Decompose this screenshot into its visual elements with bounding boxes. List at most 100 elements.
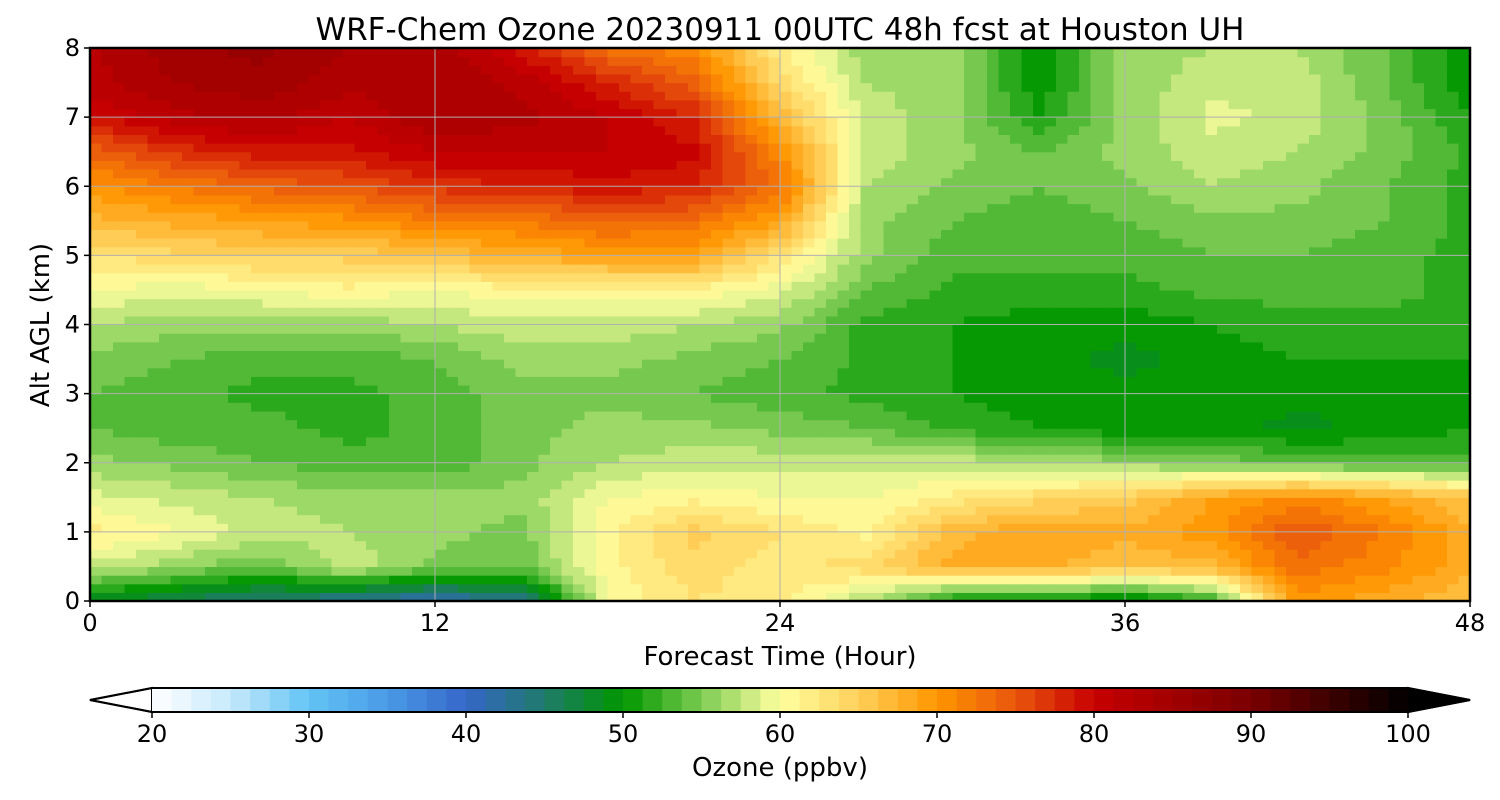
contour-cell [1447,445,1460,455]
contour-cell [573,341,586,352]
contour-cell [354,462,367,472]
contour-cell [1125,575,1138,585]
contour-cell [147,238,160,248]
contour-cell [400,419,413,429]
contour-cell [320,480,333,490]
contour-cell [584,419,597,429]
contour-cell [262,341,275,352]
contour-cell [699,367,712,377]
contour-cell [780,315,793,326]
contour-cell [768,514,781,524]
contour-cell [722,488,735,498]
contour-cell [906,246,919,256]
contour-cell [446,523,459,533]
contour-cell [1136,592,1149,601]
contour-cell [895,419,908,429]
contour-cell [803,238,816,248]
contour-cell [619,384,632,395]
contour-cell [1033,367,1046,377]
contour-cell [734,333,747,343]
contour-cell [1056,359,1069,369]
contour-cell [527,246,540,256]
contour-cell [1090,540,1103,550]
contour-cell [791,497,804,507]
contour-cell [883,462,896,472]
contour-cell [1136,393,1149,403]
contour-cell [113,523,126,533]
contour-cell [515,445,528,455]
contour-cell [734,350,747,360]
contour-cell [619,281,632,291]
contour-cell [1159,471,1172,481]
contour-cell [1355,523,1368,533]
contour-cell [331,281,344,291]
contour-cell [1297,341,1310,352]
contour-cell [389,410,402,421]
contour-cell [101,367,114,377]
contour-cell [297,497,310,507]
contour-cell [182,436,195,447]
contour-cell [446,575,459,585]
contour-cell [1320,419,1333,429]
contour-cell [1343,505,1356,516]
contour-cell [952,488,965,498]
contour-cell [780,531,793,542]
contour-cell [216,246,229,256]
contour-cell [1217,488,1230,498]
contour-cell [711,445,724,455]
contour-cell [1021,575,1034,585]
contour-cell [814,359,827,369]
contour-cell [768,315,781,326]
contour-cell [1263,367,1276,377]
contour-cell [1309,566,1322,576]
contour-cell [423,514,436,524]
contour-cell [849,497,862,507]
contour-cell [1286,436,1299,447]
contour-cell [745,281,758,291]
contour-cell [722,307,735,317]
contour-cell [193,367,206,377]
contour-cell [780,566,793,576]
contour-cell [1355,454,1368,464]
contour-cell [780,428,793,438]
contour-cell [469,298,482,308]
contour-cell [492,575,505,585]
contour-cell [561,298,574,308]
contour-cell [642,376,655,386]
contour-cell [803,341,816,352]
contour-cell [676,289,689,300]
contour-cell [1228,324,1241,334]
contour-cell [895,480,908,490]
contour-cell [1263,246,1276,256]
contour-cell [1090,307,1103,317]
contour-cell [676,367,689,377]
contour-cell [101,480,114,490]
contour-cell [159,592,172,601]
contour-cell [1343,419,1356,429]
contour-cell [964,246,977,256]
contour-cell [906,583,919,593]
contour-cell [975,575,988,585]
contour-cell [757,436,770,447]
contour-cell [1424,497,1437,507]
contour-cell [849,359,862,369]
contour-cell [1263,384,1276,395]
contour-cell [446,367,459,377]
contour-cell [1309,367,1322,377]
contour-cell [1044,497,1057,507]
contour-cell [1378,592,1391,601]
contour-cell [1458,505,1470,516]
contour-cell [1263,583,1276,593]
contour-cell [653,402,666,412]
contour-cell [975,298,988,308]
contour-cell [400,410,413,421]
contour-cell [1205,531,1218,542]
contour-cell [895,289,908,300]
contour-cell [768,246,781,256]
contour-cell [1148,428,1161,438]
contour-cell [699,324,712,334]
contour-cell [1424,523,1437,533]
contour-cell [193,350,206,360]
contour-cell [711,557,724,568]
contour-cell [837,393,850,403]
